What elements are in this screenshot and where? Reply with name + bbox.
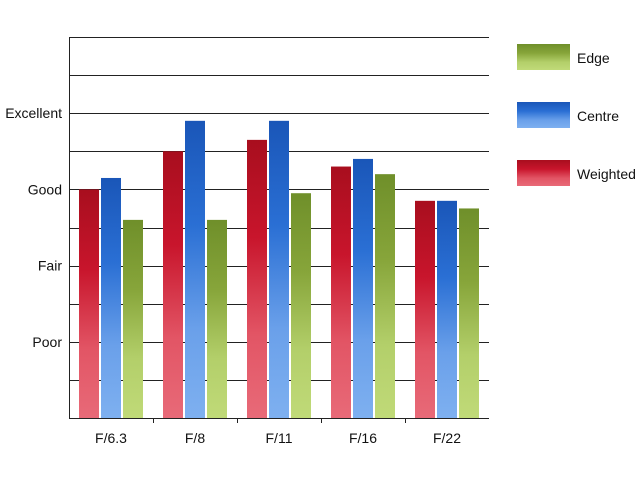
legend-swatch-centre — [517, 102, 570, 128]
legend-swatch-edge — [517, 44, 570, 70]
bar-edge-4 — [375, 174, 395, 418]
bar-edge-2 — [207, 219, 227, 418]
bar-weighted-3 — [247, 139, 267, 418]
bars — [79, 120, 479, 419]
legend-swatch-weighted — [517, 160, 570, 186]
bar-edge-3 — [291, 193, 311, 418]
legend-label-edge: Edge — [577, 50, 610, 66]
x-tick-label: F/8 — [185, 430, 205, 446]
bar-weighted-5 — [415, 200, 435, 418]
legend-label-weighted: Weighted — [577, 166, 636, 182]
bar-centre-4 — [353, 158, 373, 419]
bar-centre-1 — [101, 177, 121, 418]
bar-weighted-1 — [79, 189, 99, 418]
y-tick-label: Excellent — [5, 105, 62, 121]
bar-weighted-2 — [163, 151, 183, 419]
bar-edge-5 — [459, 208, 479, 418]
bar-weighted-4 — [331, 166, 351, 418]
y-tick-label: Fair — [38, 258, 62, 274]
x-tick-label: F/22 — [433, 430, 461, 446]
x-tick-label: F/11 — [266, 430, 293, 446]
bar-edge-1 — [123, 219, 143, 418]
x-tick-label: F/16 — [349, 430, 377, 446]
legend: Edge Centre Weighted — [517, 44, 636, 186]
bar-centre-5 — [437, 200, 457, 418]
x-tick-labels: F/6.3 F/8 F/11 F/16 F/22 — [95, 430, 461, 446]
y-tick-label: Good — [28, 181, 62, 197]
bar-centre-3 — [269, 120, 289, 418]
y-tick-labels: Poor Fair Good Excellent — [5, 105, 62, 350]
legend-label-centre: Centre — [577, 108, 619, 124]
axes — [69, 37, 489, 423]
x-tick-label: F/6.3 — [95, 430, 127, 446]
bar-centre-2 — [185, 120, 205, 418]
y-tick-label: Poor — [32, 334, 62, 350]
